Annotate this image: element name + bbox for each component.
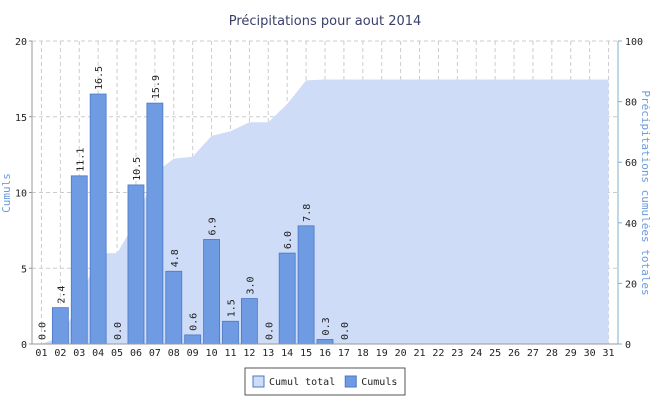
y2-tick-label: 100 — [625, 37, 643, 48]
x-tick-label: 13 — [262, 348, 274, 359]
x-tick-label: 20 — [395, 348, 407, 359]
x-tick-label: 03 — [73, 348, 85, 359]
y2-axis-title: Précipitations cumulées totales — [639, 90, 650, 295]
x-tick-label: 01 — [35, 348, 47, 359]
value-label: 11.1 — [75, 148, 86, 172]
x-tick-label: 23 — [451, 348, 463, 359]
value-label: 3.0 — [245, 276, 256, 294]
area — [41, 79, 609, 344]
x-tick-label: 11 — [224, 348, 236, 359]
x-tick-label: 10 — [206, 348, 218, 359]
x-tick-label: 24 — [470, 348, 482, 359]
y-tick-label: 15 — [15, 113, 27, 124]
bar — [222, 320, 239, 345]
y2-tick-label: 60 — [625, 158, 637, 169]
value-label: 0.6 — [189, 313, 200, 331]
x-tick-label: 17 — [338, 348, 350, 359]
value-label: 15.9 — [151, 75, 162, 99]
legend-swatch — [344, 375, 357, 388]
value-label: 6.9 — [208, 217, 219, 235]
y-axis-title: Cumuls — [0, 173, 13, 213]
value-label: 10.5 — [132, 157, 143, 181]
x-tick-label: 29 — [565, 348, 577, 359]
value-label: 0.3 — [321, 317, 332, 335]
legend-label: Cumuls — [361, 377, 397, 388]
y-tick-label: 5 — [21, 264, 27, 275]
value-label: 0.0 — [264, 322, 275, 340]
value-label: 0.0 — [37, 322, 48, 340]
bar — [278, 252, 296, 345]
legend-swatch — [252, 375, 265, 388]
x-tick-label: 28 — [546, 348, 558, 359]
x-tick-label: 09 — [187, 348, 199, 359]
value-label: 7.8 — [302, 204, 313, 222]
x-tick-label: 15 — [300, 348, 312, 359]
value-label: 4.8 — [170, 249, 181, 267]
value-label: 1.5 — [226, 299, 237, 317]
x-tick-label: 08 — [168, 348, 180, 359]
bar — [203, 239, 220, 345]
x-tick-label: 19 — [376, 348, 388, 359]
x-tick-label: 30 — [584, 348, 596, 359]
legend-label: Cumul total — [269, 377, 335, 388]
x-tick-label: 16 — [319, 348, 331, 359]
x-tick-label: 26 — [508, 348, 520, 359]
chart-title: Précipitations pour aout 2014 — [229, 14, 422, 29]
x-tick-label: 25 — [489, 348, 501, 359]
x-tick-label: 05 — [111, 348, 123, 359]
x-tick-label: 02 — [54, 348, 66, 359]
value-label: 0.0 — [113, 322, 124, 340]
value-label: 2.4 — [56, 286, 67, 304]
x-tick-label: 22 — [432, 348, 444, 359]
value-label: 6.0 — [283, 231, 294, 249]
y2-tick-label: 20 — [625, 279, 637, 290]
bar — [51, 307, 69, 345]
y2-tick-label: 0 — [625, 340, 631, 351]
x-tick-label: 12 — [243, 348, 255, 359]
bar — [127, 184, 145, 345]
legend-box — [244, 367, 406, 396]
x-tick-label: 06 — [130, 348, 142, 359]
bar — [146, 102, 164, 345]
bar — [184, 334, 202, 345]
value-label: 16.5 — [94, 66, 105, 90]
x-tick-label: 27 — [527, 348, 539, 359]
bar — [240, 298, 258, 345]
x-tick-label: 31 — [603, 348, 615, 359]
value-label: 0.0 — [340, 322, 351, 340]
x-tick-label: 21 — [413, 348, 425, 359]
bar — [165, 270, 183, 345]
y2-tick-label: 80 — [625, 98, 637, 109]
x-tick-label: 14 — [281, 348, 293, 359]
y-tick-label: 10 — [15, 189, 27, 200]
y-tick-label: 20 — [15, 37, 27, 48]
bar — [70, 175, 88, 345]
x-tick-label: 18 — [357, 348, 369, 359]
x-tick-label: 04 — [92, 348, 104, 359]
bar — [316, 339, 334, 345]
bar — [297, 225, 315, 345]
x-tick-label: 07 — [149, 348, 161, 359]
y2-tick-label: 40 — [625, 219, 637, 230]
y-tick-label: 0 — [21, 340, 27, 351]
bar — [89, 93, 107, 345]
